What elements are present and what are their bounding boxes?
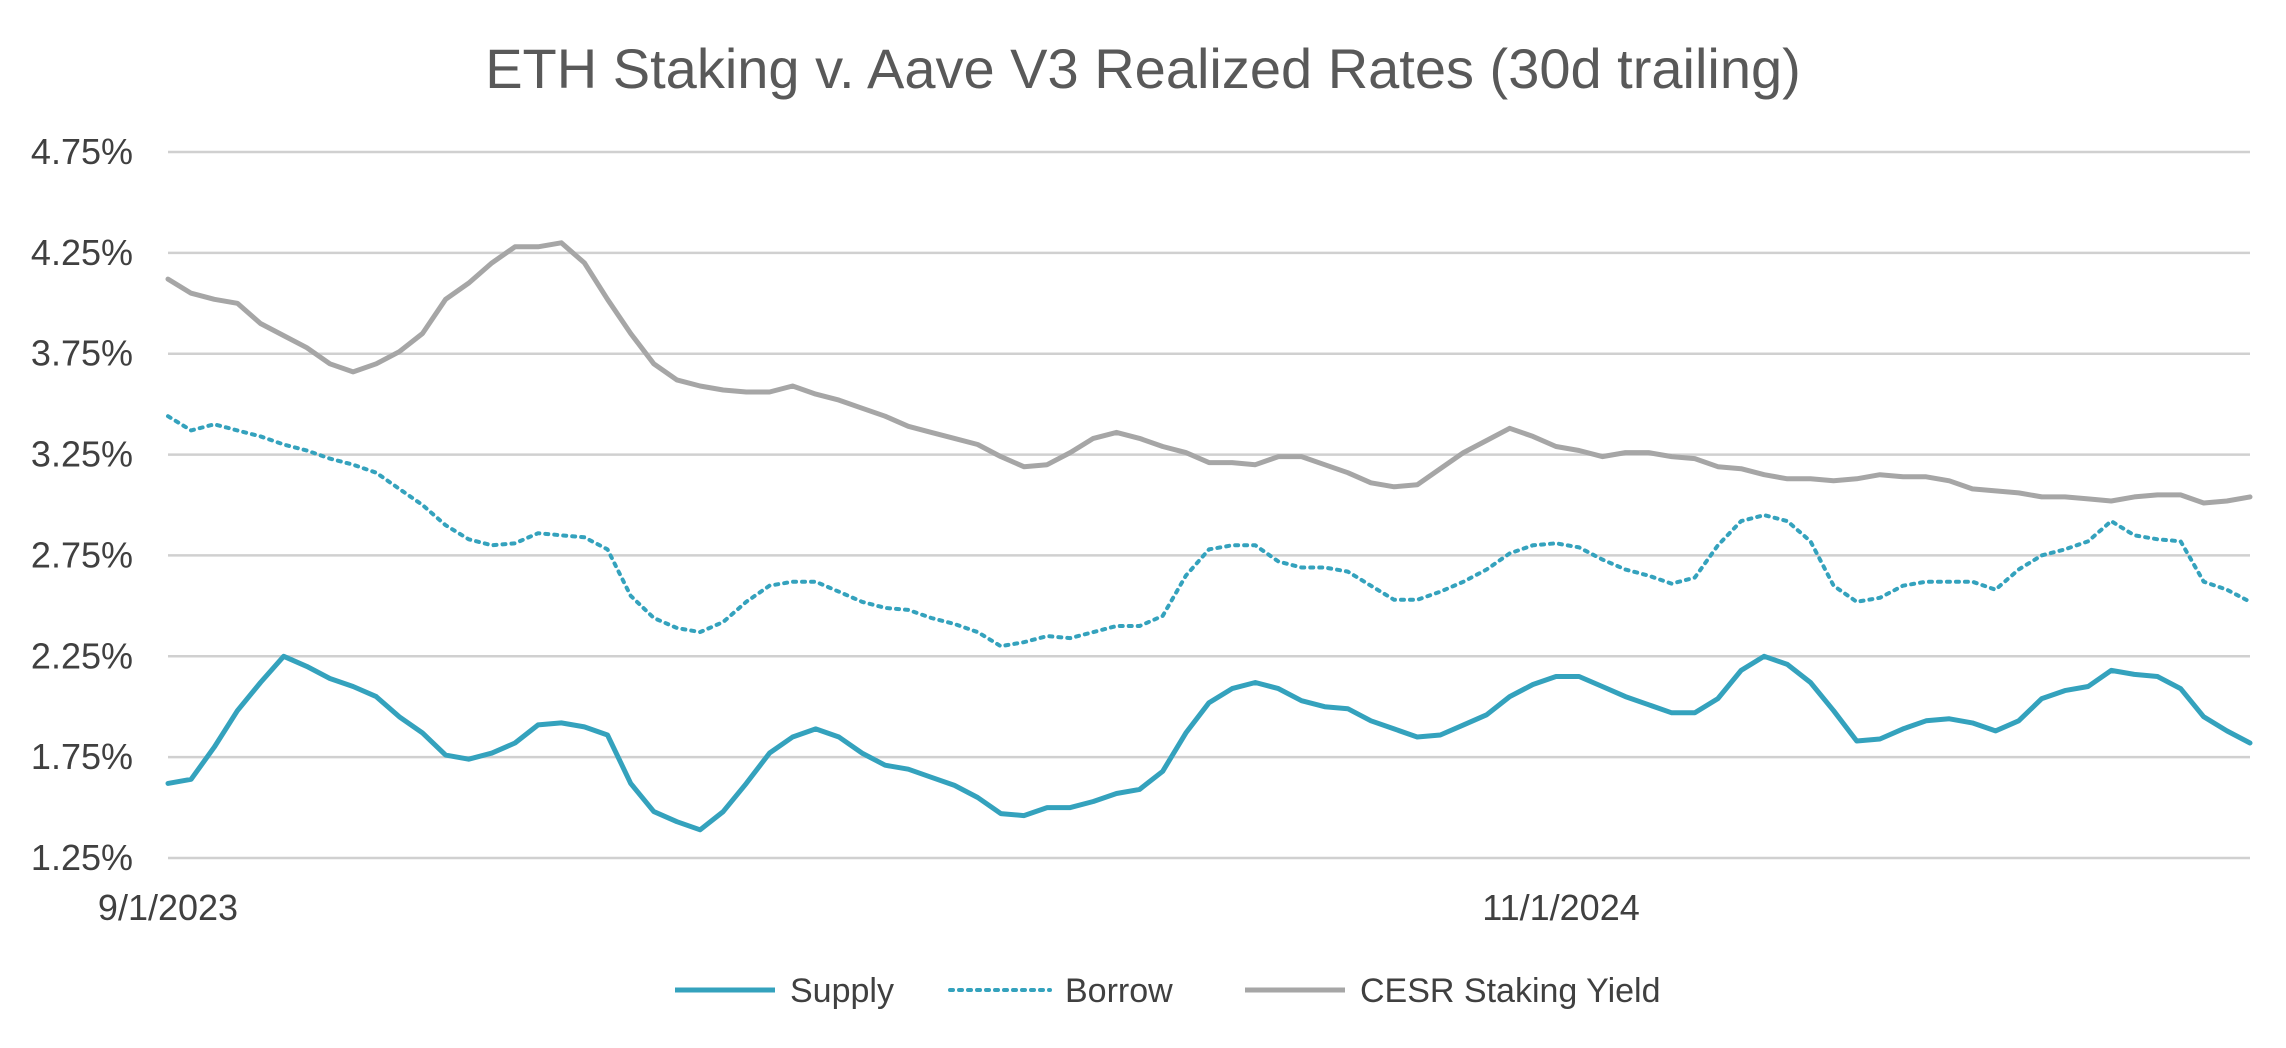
y-tick-label: 4.25% <box>31 232 133 273</box>
series-line-borrow <box>166 414 2252 649</box>
y-tick-label: 1.75% <box>31 736 133 777</box>
chart-title: ETH Staking v. Aave V3 Realized Rates (3… <box>485 37 1801 100</box>
x-tick-label: 9/1/2023 <box>98 887 238 928</box>
legend: Supply Borrow CESR Staking Yield <box>675 972 1661 1010</box>
legend-label: Supply <box>790 972 894 1010</box>
y-tick-label: 3.25% <box>31 434 133 475</box>
y-tick-label: 2.25% <box>31 635 133 676</box>
y-axis-ticks: 1.25% 1.75% 2.25% 2.75% 3.25% 3.75% 4.25% 4.75% <box>31 131 133 878</box>
y-tick-label: 2.75% <box>31 534 133 575</box>
legend-label: CESR Staking Yield <box>1360 972 1661 1010</box>
x-axis-ticks: 9/1/2023 11/1/2024 <box>98 887 1640 928</box>
x-tick-label: 11/1/2024 <box>1482 887 1639 928</box>
legend-label: Borrow <box>1065 972 1173 1010</box>
y-tick-label: 3.75% <box>31 333 133 374</box>
series-line-supply <box>165 653 2253 833</box>
gridlines <box>168 150 2250 860</box>
y-tick-label: 4.75% <box>31 131 133 172</box>
series-lines <box>165 240 2253 833</box>
y-tick-label: 1.25% <box>31 837 133 878</box>
series-line-cesr-staking-yield <box>165 240 2253 506</box>
